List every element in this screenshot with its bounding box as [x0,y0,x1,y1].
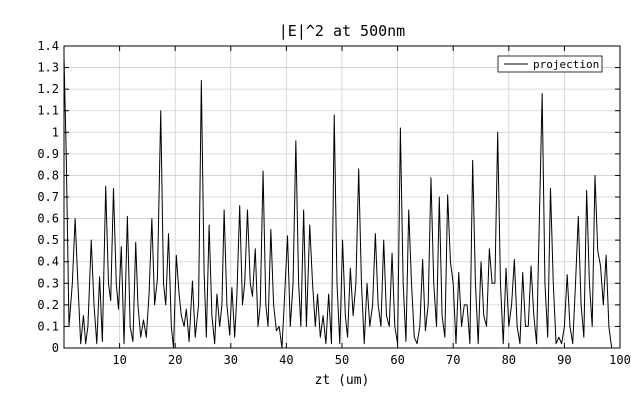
x-tick-label-6: 70 [446,353,460,367]
y-tick-label-0: 0 [52,341,59,355]
x-tick-label-7: 80 [502,353,516,367]
y-tick-label-6: 0.6 [37,212,59,226]
plot-frame [63,45,621,349]
y-tick-label-12: 1.2 [37,82,59,96]
y-tick-label-5: 0.5 [37,233,59,247]
x-tick-label-1: 20 [168,353,182,367]
x-tick-label-8: 90 [557,353,571,367]
axis-ticks: 10 20 30 40 50 60 70 80 90 100 0 0.1 0.2 0.3 0.4 0.5 0.6… [37,39,631,367]
series-layer [63,56,613,349]
legend: projection [497,55,603,73]
y-tick-label-1: 0.1 [37,319,59,333]
y-tick-label-3: 0.3 [37,276,59,290]
x-tick-label-4: 50 [335,353,349,367]
y-tick-label-9: 0.9 [37,147,59,161]
x-tick-label-9: 100 [609,353,631,367]
chart-title: |E|^2 at 500nm [279,22,405,40]
y-tick-label-7: 0.7 [37,190,59,204]
y-tick-label-8: 0.8 [37,168,59,182]
x-tick-label-5: 60 [390,353,404,367]
y-tick-label-2: 0.2 [37,298,59,312]
y-tick-label-4: 0.4 [37,255,59,269]
y-tick-label-13: 1.3 [37,61,59,75]
x-tick-label-0: 10 [112,353,126,367]
y-tick-label-10: 1 [52,125,59,139]
x-tick-label-2: 30 [224,353,238,367]
legend-box [497,55,603,73]
series-line-projection [63,56,613,349]
y-tick-label-14: 1.4 [37,39,59,53]
x-axis-label: zt (um) [315,373,370,388]
legend-entry-projection: projection [533,58,599,71]
y-tick-label-11: 1.1 [37,104,59,118]
x-tick-label-3: 40 [279,353,293,367]
